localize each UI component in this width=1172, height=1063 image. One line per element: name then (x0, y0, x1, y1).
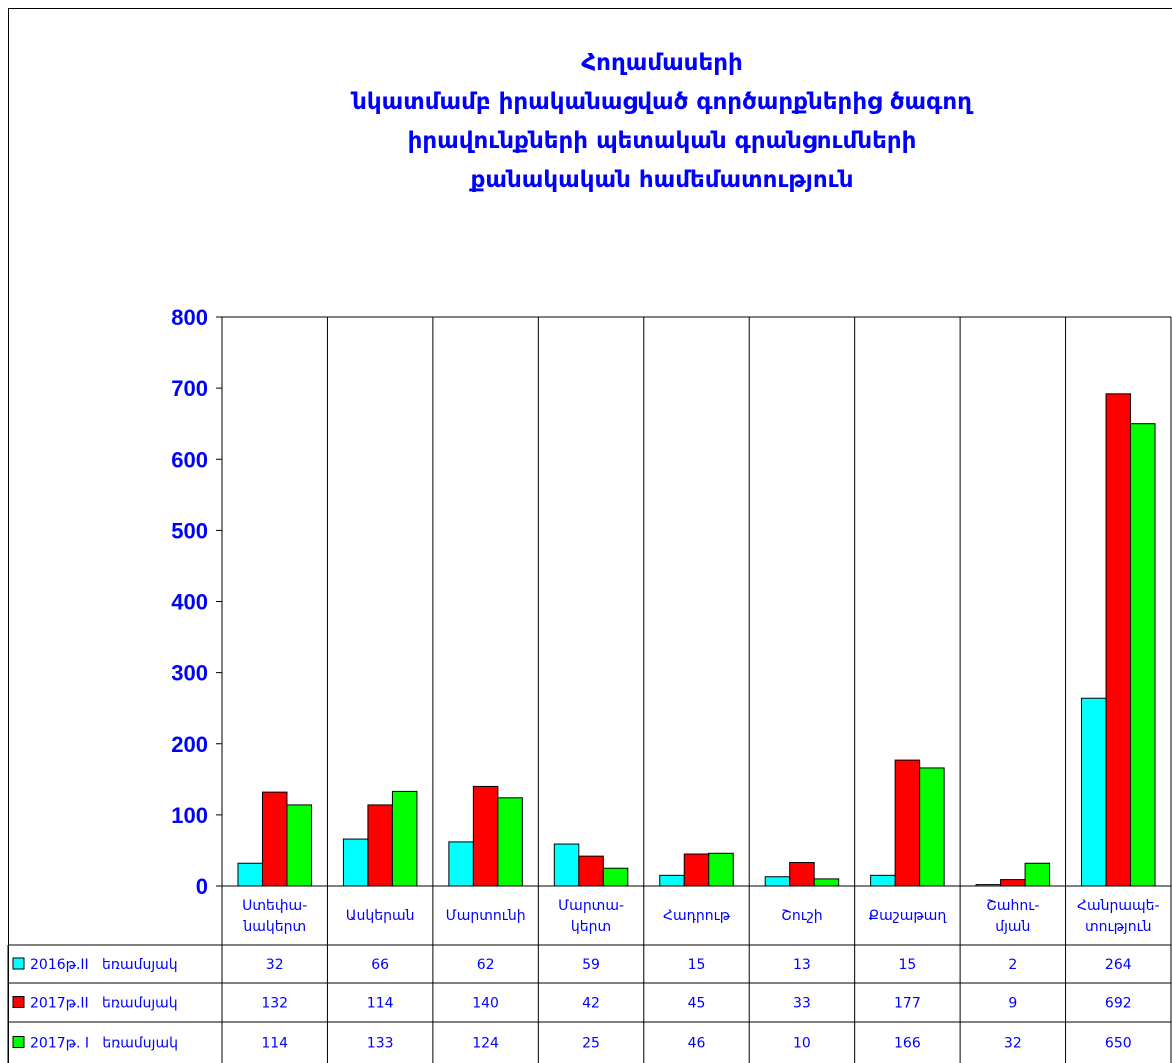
table-value: 9 (1008, 996, 1017, 1012)
table-value: 32 (266, 957, 284, 973)
table-value: 132 (261, 996, 288, 1012)
bar (1130, 423, 1156, 887)
table-value: 140 (472, 996, 499, 1012)
bar (789, 862, 815, 887)
table-value: 264 (1105, 957, 1132, 973)
x-tick-label: Հանրապե-տություն (1077, 898, 1160, 935)
bar (602, 867, 629, 887)
y-tick-label: 0 (196, 874, 208, 899)
table-value: 133 (367, 1036, 394, 1052)
table-value: 692 (1105, 996, 1132, 1012)
bar (286, 804, 312, 887)
bar (237, 862, 263, 887)
y-tick-label: 100 (171, 803, 208, 828)
chart-title: Հողամասերի նկատմամբ իրականացված գործարքնե… (350, 50, 974, 193)
bar (870, 874, 896, 887)
bar (342, 838, 369, 887)
legend-swatch (12, 957, 25, 970)
bar (813, 878, 840, 887)
bar (919, 767, 945, 887)
table-value: 46 (688, 1036, 706, 1052)
y-tick-label: 600 (171, 447, 208, 472)
bar (975, 884, 1002, 887)
bar (1081, 697, 1107, 887)
table-value: 15 (898, 957, 916, 973)
x-tick-label: Մարտունի (446, 908, 526, 924)
x-tick-label: Մարտա-կերտ (558, 898, 624, 935)
table-value: 32 (1004, 1036, 1022, 1052)
table-value: 124 (472, 1036, 499, 1052)
legend-label: 2017թ. I եռամսյակ (30, 1036, 178, 1052)
y-tick-label: 700 (171, 376, 208, 401)
bar (708, 852, 734, 887)
table-value: 13 (793, 957, 811, 973)
frame (8, 8, 1172, 1063)
x-tick-label: Շահու-մյան (986, 898, 1039, 935)
table-value: 114 (367, 996, 394, 1012)
bar (578, 855, 604, 887)
legend-swatch (12, 996, 25, 1008)
bar (497, 797, 523, 887)
table-value: 2 (1008, 957, 1017, 973)
bar (894, 759, 921, 887)
table-value: 62 (477, 957, 495, 973)
x-tick-label: Շուշի (781, 908, 822, 924)
table-value: 177 (894, 996, 921, 1012)
x-tick-label: Հադրութ (663, 908, 731, 924)
table-value: 114 (261, 1036, 288, 1052)
table-value: 66 (371, 957, 389, 973)
table-value: 33 (793, 996, 811, 1012)
bar (472, 785, 499, 887)
bar (448, 841, 474, 887)
table-value: 59 (582, 957, 600, 973)
bar (683, 853, 710, 887)
bar (659, 874, 685, 887)
y-tick-label: 800 (171, 305, 208, 330)
x-tick-label: Ստեփա-նակերտ (242, 898, 307, 935)
table-value: 25 (582, 1036, 600, 1052)
y-tick-label: 200 (171, 732, 208, 757)
bar (367, 804, 393, 887)
bar (764, 876, 791, 887)
bar (1105, 393, 1132, 887)
legend-label: 2016թ.II եռամսյակ (30, 957, 178, 973)
bar (261, 791, 288, 887)
x-tick-label: Ասկերան (346, 908, 415, 924)
table-value: 166 (894, 1036, 921, 1052)
bar (391, 790, 418, 887)
legend-swatch (12, 1036, 25, 1048)
y-tick-label: 300 (171, 661, 208, 686)
table-value: 45 (688, 996, 706, 1012)
y-tick-label: 400 (171, 590, 208, 615)
table-value: 10 (793, 1036, 811, 1052)
legend-label: 2017թ.II եռամսյակ (30, 996, 178, 1012)
table-value: 650 (1105, 1036, 1132, 1052)
bar (553, 843, 580, 887)
bar (1024, 862, 1051, 887)
table-value: 15 (688, 957, 706, 973)
table-value: 42 (582, 996, 600, 1012)
y-tick-label: 500 (171, 518, 208, 543)
x-tick-label: Քաշաթաղ (869, 908, 948, 924)
bar (1000, 879, 1026, 887)
